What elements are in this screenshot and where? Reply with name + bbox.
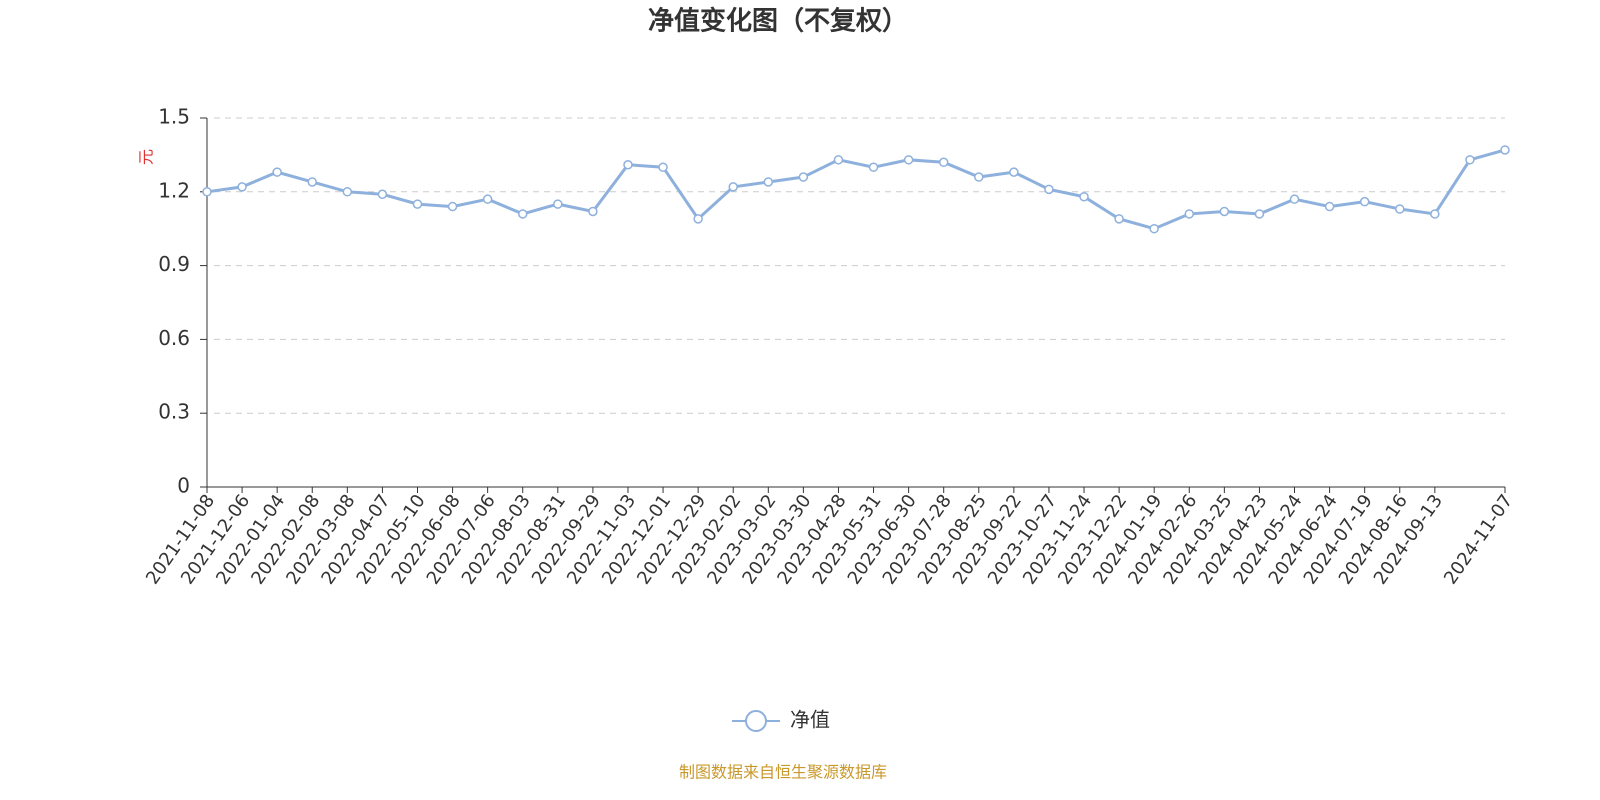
data-point [412, 199, 423, 209]
data-point [658, 162, 668, 172]
data-point [482, 194, 493, 204]
data-point [517, 209, 528, 219]
data-point [1044, 184, 1054, 195]
data-point [447, 201, 458, 212]
data-point [307, 177, 317, 187]
data-point [1184, 209, 1195, 219]
data-point [588, 206, 598, 217]
data-point [728, 182, 738, 192]
data-point [377, 189, 388, 200]
y-tick-label: 0.6 [158, 326, 190, 350]
data-point [974, 172, 984, 182]
data-point [1465, 155, 1475, 165]
legend-label: 净值 [790, 708, 830, 732]
data-point [1430, 209, 1440, 219]
y-tick-label: 1.2 [158, 178, 190, 202]
chart-title: 净值变化图（不复权） [648, 6, 908, 37]
legend[interactable]: 净值 [732, 708, 830, 732]
data-point [1149, 223, 1159, 234]
y-axis-label: 元 [137, 149, 156, 165]
data-point [272, 167, 282, 177]
data-point [763, 177, 774, 187]
data-point [938, 157, 949, 168]
series-line [206, 148, 1506, 231]
source-note: 制图数据来自恒生聚源数据库 [679, 763, 887, 782]
data-point [1324, 201, 1335, 212]
data-point [1079, 191, 1089, 202]
data-point [1114, 214, 1124, 224]
y-tick-label: 0 [177, 474, 190, 498]
data-point [1359, 196, 1370, 207]
data-point [693, 214, 703, 224]
y-tick-label: 0.9 [158, 252, 190, 276]
data-point [342, 187, 353, 197]
data-point [237, 182, 247, 192]
data-point [1254, 209, 1265, 219]
data-point [553, 199, 563, 209]
data-point [903, 155, 914, 165]
data-point [868, 162, 879, 172]
y-tick-label: 1.5 [158, 105, 190, 129]
data-point [1500, 145, 1510, 155]
data-point [1219, 206, 1230, 217]
data-point [1395, 204, 1405, 214]
data-point [1289, 194, 1300, 204]
x-tick-label: 2024-11-07 [1440, 491, 1517, 589]
data-point [202, 187, 212, 197]
data-point [798, 172, 809, 182]
data-point [623, 159, 633, 170]
y-tick-label: 0.3 [158, 400, 190, 424]
data-point [833, 155, 844, 165]
data-point [1009, 167, 1019, 177]
legend-marker [745, 710, 767, 732]
